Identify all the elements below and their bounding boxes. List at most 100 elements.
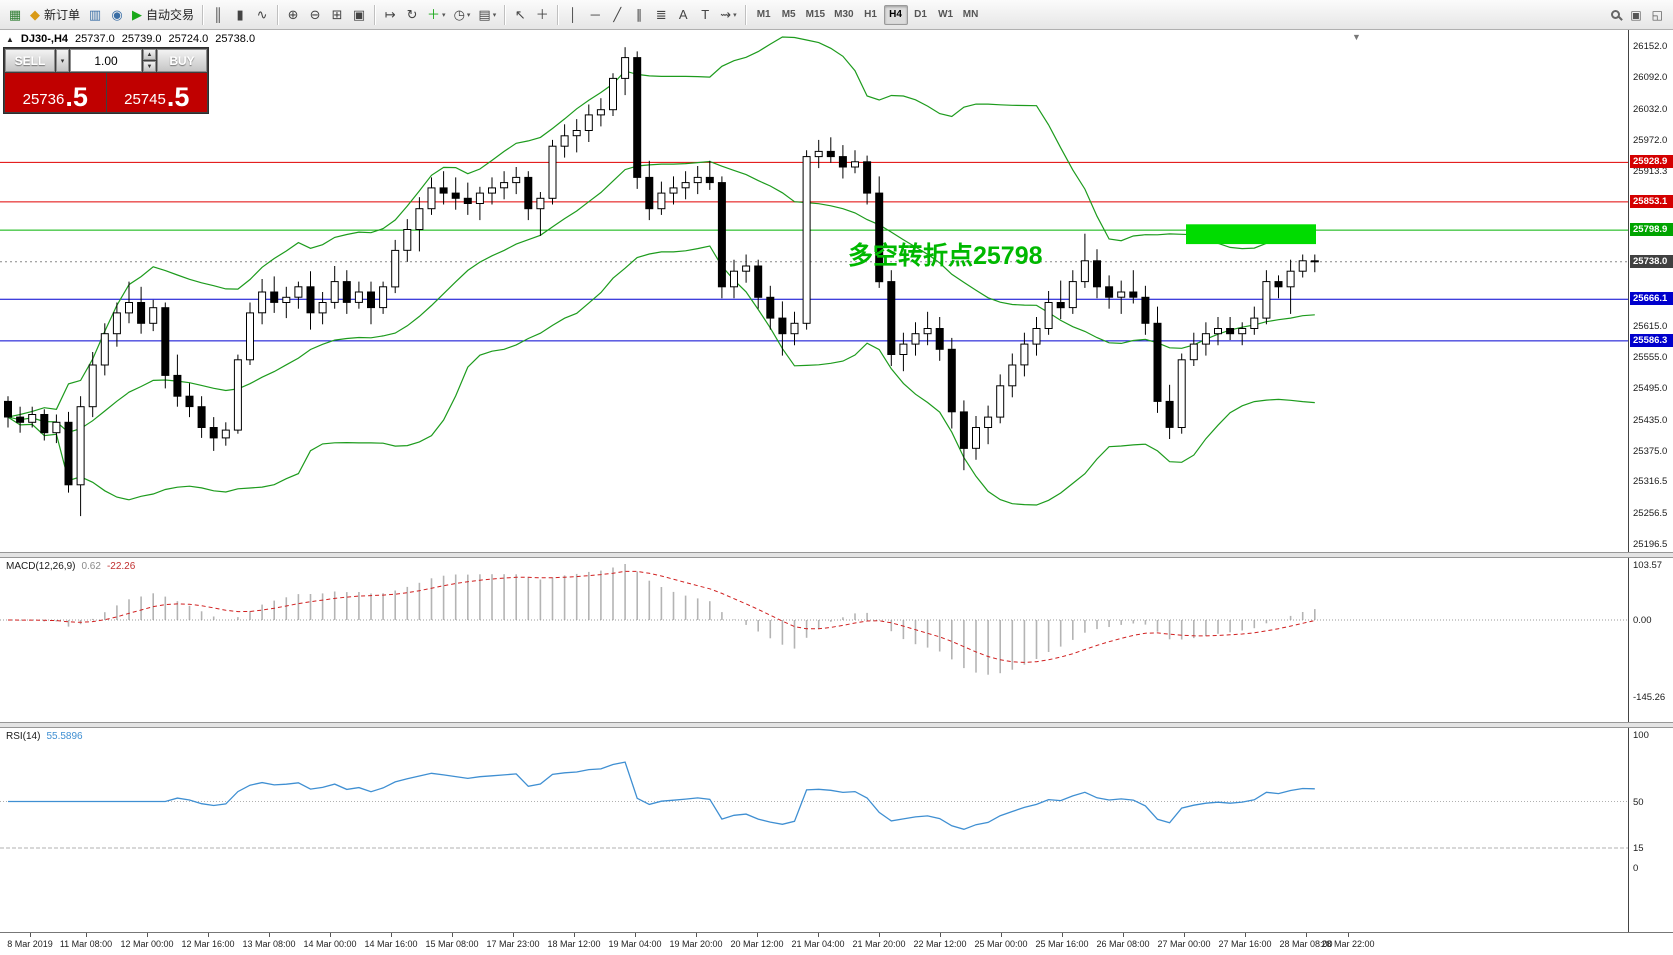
candlestick-chart[interactable] [0,30,1628,552]
time-label: 21 Mar 20:00 [852,939,906,949]
time-tick [1001,933,1002,937]
timeframe-h1[interactable]: H1 [864,9,877,20]
price-axis[interactable]: 26152.0 26092.0 26032.0 25972.0 25913.3 25615… [1628,30,1673,932]
label-tool-button[interactable]: T [701,7,710,22]
axis-label: 25375.0 [1633,445,1668,457]
panel-separator[interactable] [0,722,1673,728]
timeframe-h4[interactable]: H4 [883,4,908,25]
toolbar-separator [504,4,506,25]
time-axis[interactable]: 8 Mar 2019 11 Mar 08:00 12 Mar 00:00 12 Mar… [0,932,1673,955]
auto-scroll-button[interactable]: ↻ [406,7,418,22]
layout-icon[interactable]: ◱ [1651,7,1663,22]
arrows-tool-button[interactable]: ⇝ ▾ [720,7,737,22]
volume-up-icon[interactable]: ▲ [143,49,156,60]
time-tick [696,933,697,937]
time-tick [1123,933,1124,937]
rsi-value: 55.5896 [46,731,83,742]
highlight-rectangle[interactable] [1186,224,1316,245]
time-label: 28 Mar 08:00 [1279,939,1333,949]
toolbar: ▦ ◆ 新订单 ▥ ◉ ▶ 自动交易 ║ ▮ ∿ ⊕ ⊖ ⊞ ▣ ↦ ↻ ＋ ▾ ◷ ▾ ▤ ▾ ↖ ＋ │ ─ ╱ ∥ ≣ A T ⇝ ▾ M1… [0,0,1673,30]
grid-button[interactable]: ⊞ [331,7,343,22]
candlestick-chart-icon[interactable]: ▮ [236,7,244,22]
time-label: 26 Mar 08:00 [1096,939,1150,949]
macd-chart[interactable] [0,558,1628,722]
timeframe-d1[interactable]: D1 [914,9,927,20]
price-tag: 25666.1 [1630,292,1673,306]
autotrading-button[interactable]: ▶ 自动交易 [132,7,195,22]
time-label: 18 Mar 12:00 [547,939,601,949]
new-order-button[interactable]: ◆ 新订单 [30,7,81,22]
axis-label: 25615.0 [1633,320,1668,332]
toolbar-separator [744,4,746,25]
one-click-toggle-icon[interactable]: ▲ [6,34,14,44]
axis-label: 25913.3 [1633,165,1668,177]
search-icon[interactable] [1611,10,1621,19]
rsi-chart[interactable] [0,728,1628,932]
panels-icon[interactable]: ▣ [1630,7,1642,22]
buy-button[interactable]: BUY [157,49,207,72]
sell-button[interactable]: SELL [5,49,55,72]
timeframe-m5[interactable]: M5 [781,9,796,20]
time-tick [1062,933,1063,937]
text-tool-button[interactable]: A [678,7,688,22]
macd-histogram [19,564,1316,675]
level-lines [0,161,1628,342]
sell-price-int: 25736 [22,91,65,108]
time-tick [269,933,270,937]
chart-shift-button[interactable]: ↦ [384,7,396,22]
line-chart-icon[interactable]: ∿ [256,7,268,22]
price-tag: 25586.3 [1630,333,1673,347]
zoom-out-button[interactable]: ⊖ [309,7,321,22]
volume-down-icon[interactable]: ▼ [143,61,156,72]
alerts-icon[interactable]: ◉ [111,7,123,22]
trendline-tool-button[interactable]: ╱ [613,7,622,22]
axis-label: 25555.0 [1633,352,1668,364]
terminal-icon[interactable]: ▥ [88,7,102,22]
time-tick [208,933,209,937]
crosshair-tool-button[interactable]: ＋ [535,7,549,22]
fibonacci-tool-button[interactable]: ≣ [655,7,667,22]
order-options-dropdown-icon[interactable]: ▾ [56,49,69,72]
rsi-panel: RSI(14) 55.5896 [0,728,1673,932]
time-tick [1348,933,1349,937]
bar-chart-icon[interactable]: ║ [213,7,223,22]
timeframe-w1[interactable]: W1 [938,9,954,20]
chart-text-annotation[interactable]: 多空转折点25798 [848,242,1043,270]
volume-input[interactable]: 1.00 [70,49,142,72]
timeframe-m30[interactable]: M30 [834,9,854,20]
time-label: 19 Mar 20:00 [669,939,723,949]
channel-tool-button[interactable]: ∥ [635,7,643,22]
panel-separator[interactable] [0,552,1673,558]
time-tick [147,933,148,937]
timeframe-mn[interactable]: MN [962,9,979,20]
time-label: 27 Mar 16:00 [1218,939,1272,949]
bollinger-bands [7,36,1315,506]
app-chart-icon[interactable]: ▦ [8,7,22,22]
indicators-button[interactable]: ＋ ▾ [427,7,446,22]
timeframe-m15[interactable]: M15 [805,9,826,20]
periods-button[interactable]: ◷ ▾ [453,7,471,22]
time-label: 27 Mar 00:00 [1157,939,1211,949]
arrange-windows-button[interactable]: ▣ [352,7,366,22]
chart-shift-marker-icon[interactable]: ▼ [1352,32,1361,42]
time-tick [391,933,392,937]
volume-spinner[interactable]: ▲ ▼ [143,49,156,72]
time-tick [940,933,941,937]
vertical-line-tool-button[interactable]: │ [569,7,578,22]
rsi-line [8,761,1315,830]
templates-button[interactable]: ▤ ▾ [478,7,497,22]
sell-price-display[interactable]: 25736.5 [5,73,106,112]
sell-price-frac: .5 [65,81,88,112]
cursor-tool-button[interactable]: ↖ [514,7,526,22]
time-label: 21 Mar 04:00 [791,939,845,949]
buy-price-display[interactable]: 25745.5 [106,73,207,112]
axis-label: 26152.0 [1633,41,1668,53]
timeframe-m1[interactable]: M1 [756,9,771,20]
zoom-in-button[interactable]: ⊕ [287,7,299,22]
symbol-period-label: DJ30-,H4 [20,33,68,45]
axis-label: 25256.5 [1633,507,1668,519]
time-tick [1184,933,1185,937]
macd-signal-value: -22.26 [106,561,136,572]
horizontal-line-tool-button[interactable]: ─ [590,7,600,22]
